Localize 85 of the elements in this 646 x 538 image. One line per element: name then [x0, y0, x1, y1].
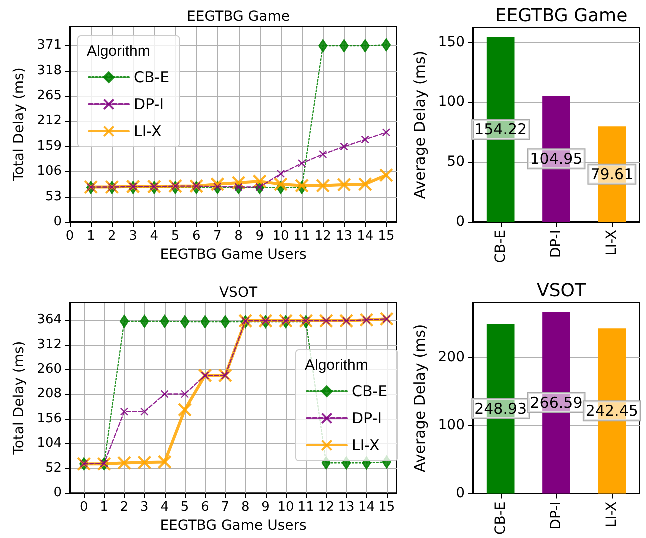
x-tick-label: 9 — [256, 229, 264, 244]
legend-title: Algorithm — [305, 357, 368, 374]
data-label: 154.22 — [474, 120, 528, 139]
x-tick-label: 15 — [378, 229, 395, 244]
x-axis-title: EEGTBG Game Users — [160, 518, 307, 534]
y-tick-label: 318 — [37, 63, 62, 78]
chart-title: VSOT — [219, 285, 258, 301]
x-tick-label: 8 — [234, 229, 243, 244]
y-tick-label: 371 — [37, 38, 62, 54]
x-tick-label: 13 — [338, 500, 355, 516]
x-tick-label: 15 — [378, 500, 396, 516]
x-tick-label: 5 — [171, 229, 180, 244]
y-tick-label: 312 — [37, 337, 62, 352]
y-tick-label: 100 — [438, 94, 465, 110]
y-tick-label: 0 — [456, 486, 465, 502]
y-tick-label: 0 — [54, 214, 62, 230]
data-label: 266.59 — [530, 394, 583, 412]
x-tick-label: LI-X — [604, 230, 620, 256]
y-tick-label: 53 — [45, 189, 62, 204]
y-tick-label: 100 — [438, 418, 465, 434]
x-tick-label: 4 — [150, 229, 159, 244]
x-tick-label: LI-X — [604, 501, 620, 528]
x-tick-label: 1 — [100, 500, 108, 516]
x-tick-label: 10 — [278, 500, 294, 516]
x-tick-label: 0 — [80, 500, 88, 516]
y-tick-label: 260 — [37, 362, 62, 378]
x-tick-label: 5 — [180, 500, 190, 516]
y-tick-label: 200 — [438, 349, 465, 366]
x-tick-label: 7 — [221, 500, 230, 516]
x-tick-label: 3 — [129, 229, 138, 244]
x-axis-title: EEGTBG Game Users — [160, 246, 307, 263]
x-tick-label: CB-E — [492, 502, 509, 536]
legend-title: Algorithm — [87, 43, 150, 60]
x-tick-label: 6 — [201, 500, 210, 516]
y-axis-title: Total Delay (ms) — [11, 341, 28, 456]
y-tick-label: 0 — [456, 214, 465, 230]
y-axis-title: Average Delay (ms) — [410, 50, 429, 200]
x-tick-label: 12 — [314, 229, 332, 244]
x-tick-label: 14 — [358, 500, 375, 516]
x-tick-label: 11 — [294, 229, 310, 244]
x-tick-label: 0 — [66, 229, 74, 244]
x-tick-label: 3 — [140, 500, 149, 516]
y-tick-label: 265 — [37, 88, 62, 104]
y-axis-title: Average Delay (ms) — [410, 324, 429, 472]
data-label: 104.95 — [530, 150, 583, 168]
y-axis-title: Total Delay (ms) — [11, 68, 28, 182]
y-tick-label: 106 — [37, 164, 62, 180]
chart-title: EEGTBG Game — [495, 6, 628, 26]
x-tick-label: 7 — [214, 229, 222, 244]
y-tick-label: 364 — [37, 312, 62, 328]
x-tick-label: 6 — [192, 229, 201, 244]
y-tick-label: 52 — [45, 460, 62, 476]
x-tick-label: 14 — [357, 229, 374, 244]
x-tick-label: 1 — [86, 229, 96, 244]
y-tick-label: 150 — [438, 34, 465, 50]
y-tick-label: 104 — [37, 436, 62, 452]
y-tick-label: 50 — [447, 154, 465, 170]
x-tick-label: 9 — [262, 500, 270, 516]
legend-label: DP-I — [134, 96, 164, 114]
legend-label: CB-E — [134, 68, 170, 86]
legend-label: CB-E — [352, 382, 388, 400]
legend-label: LI-X — [352, 436, 380, 454]
x-tick-label: 2 — [108, 229, 116, 244]
x-tick-label: 12 — [318, 500, 335, 516]
x-tick-label: 11 — [298, 500, 314, 516]
legend-label: DP-I — [352, 410, 382, 428]
y-tick-label: 159 — [37, 138, 62, 154]
x-tick-label: 2 — [120, 500, 129, 516]
data-label: 248.93 — [474, 400, 528, 418]
legend-label: LI-X — [134, 122, 162, 140]
y-tick-label: 208 — [37, 386, 62, 402]
y-tick-label: 156 — [37, 411, 62, 426]
x-tick-label: 13 — [336, 229, 353, 244]
x-tick-label: 4 — [160, 500, 170, 516]
y-tick-label: 0 — [54, 486, 62, 501]
data-label: 242.45 — [586, 402, 638, 420]
x-tick-label: DP-I — [548, 230, 564, 258]
x-tick-label: DP-I — [548, 502, 564, 530]
y-tick-label: 212 — [37, 114, 62, 129]
x-tick-label: 10 — [272, 229, 290, 244]
chart-title: VSOT — [537, 280, 587, 302]
x-tick-label: CB-E — [492, 230, 509, 264]
data-label: 79.61 — [590, 165, 634, 184]
chart-title: EEGTBG Game — [187, 9, 290, 25]
x-tick-label: 8 — [241, 500, 250, 516]
